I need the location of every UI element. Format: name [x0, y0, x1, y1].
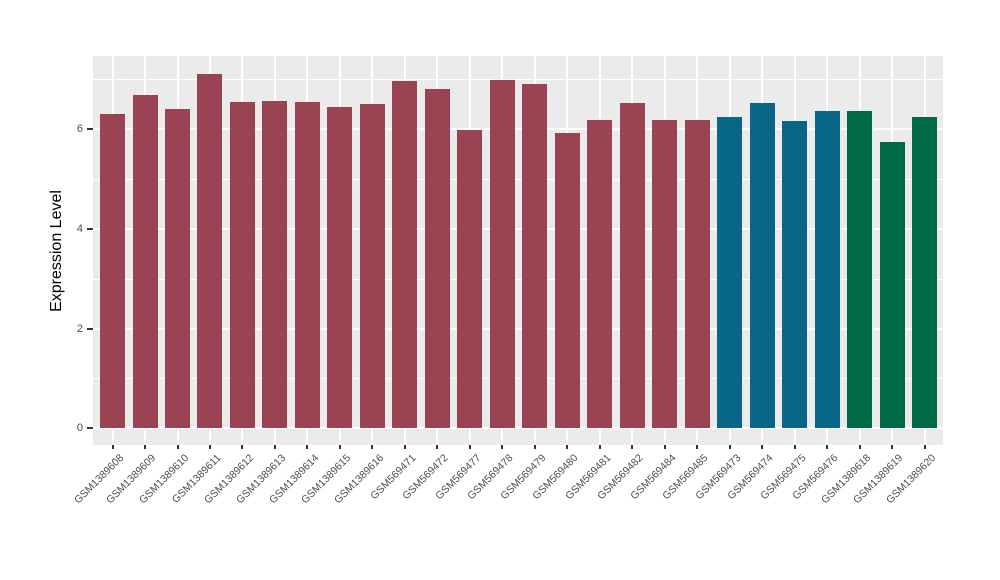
gridline-horizontal-minor: [93, 79, 943, 80]
gridline-horizontal-major: [93, 227, 943, 230]
x-axis-tick: [891, 445, 893, 449]
x-axis-tick: [468, 445, 471, 449]
bar-GSM569482: [619, 102, 645, 429]
bar-GSM569473: [717, 117, 743, 429]
x-axis-tick: [923, 445, 926, 449]
y-axis-tick: [87, 327, 93, 330]
x-axis-tick: [761, 445, 764, 449]
bar-GSM1389614: [294, 102, 320, 429]
bar-GSM1389616: [359, 104, 385, 429]
x-axis-tick: [241, 445, 244, 449]
bar-GSM1389620: [912, 117, 937, 429]
bar-GSM569477: [457, 130, 483, 429]
x-axis-tick: [533, 445, 536, 449]
bar-GSM1389611: [197, 74, 223, 429]
bar-GSM569476: [814, 111, 840, 429]
x-axis-tick: [273, 445, 276, 449]
y-tick-label: 4: [76, 222, 83, 235]
x-axis-tick: [858, 445, 861, 449]
bar-GSM1389619: [879, 141, 905, 429]
bar-GSM569472: [424, 88, 450, 429]
bar-GSM1389609: [132, 95, 158, 429]
x-axis-tick: [436, 445, 439, 449]
x-axis-tick: [631, 445, 634, 449]
bar-GSM569485: [684, 119, 710, 429]
x-axis-tick: [144, 445, 146, 449]
bar-GSM1389612: [229, 102, 255, 429]
y-axis-tick: [87, 427, 93, 430]
y-axis-tick: [87, 127, 93, 130]
y-axis-title: Expression Level: [48, 189, 65, 312]
bar-GSM1389610: [165, 108, 190, 429]
y-axis-tick: [87, 227, 93, 230]
bar-GSM569478: [489, 79, 515, 429]
x-axis-tick: [371, 445, 374, 449]
y-tick-label: 0: [76, 422, 83, 435]
gridline-horizontal-minor: [93, 278, 943, 280]
bar-GSM1389608: [100, 113, 125, 429]
bar-GSM569479: [522, 83, 548, 429]
y-tick-label: 6: [76, 122, 83, 135]
x-axis-tick: [501, 445, 504, 449]
y-tick-label: 2: [76, 322, 83, 335]
x-axis-tick: [728, 445, 731, 449]
x-axis-tick: [208, 445, 211, 449]
gridline-horizontal-minor: [93, 178, 943, 180]
gridline-horizontal-major: [93, 327, 943, 330]
bar-GSM569481: [587, 119, 613, 429]
x-axis-tick: [793, 445, 796, 449]
bar-GSM569480: [554, 132, 580, 429]
x-axis-tick: [663, 445, 666, 449]
bar-GSM569475: [782, 120, 808, 429]
bar-GSM569474: [749, 102, 775, 429]
bar-GSM1389613: [262, 101, 288, 429]
x-axis-tick: [826, 445, 829, 449]
x-axis-tick: [111, 445, 114, 449]
x-axis-tick: [338, 445, 341, 449]
gridline-horizontal-major: [93, 427, 943, 430]
x-axis-tick: [176, 445, 179, 449]
bar-GSM1389615: [327, 106, 353, 429]
gridline-horizontal-minor: [93, 378, 943, 380]
bar-GSM1389618: [847, 110, 872, 429]
bar-GSM569484: [652, 120, 678, 429]
x-axis-tick: [566, 445, 569, 449]
x-axis-tick: [598, 445, 601, 449]
gridline-horizontal-major: [93, 127, 943, 130]
x-axis-tick: [403, 445, 406, 449]
bar-GSM569471: [392, 80, 418, 429]
x-axis-tick: [696, 445, 699, 449]
x-axis-tick: [306, 445, 309, 449]
